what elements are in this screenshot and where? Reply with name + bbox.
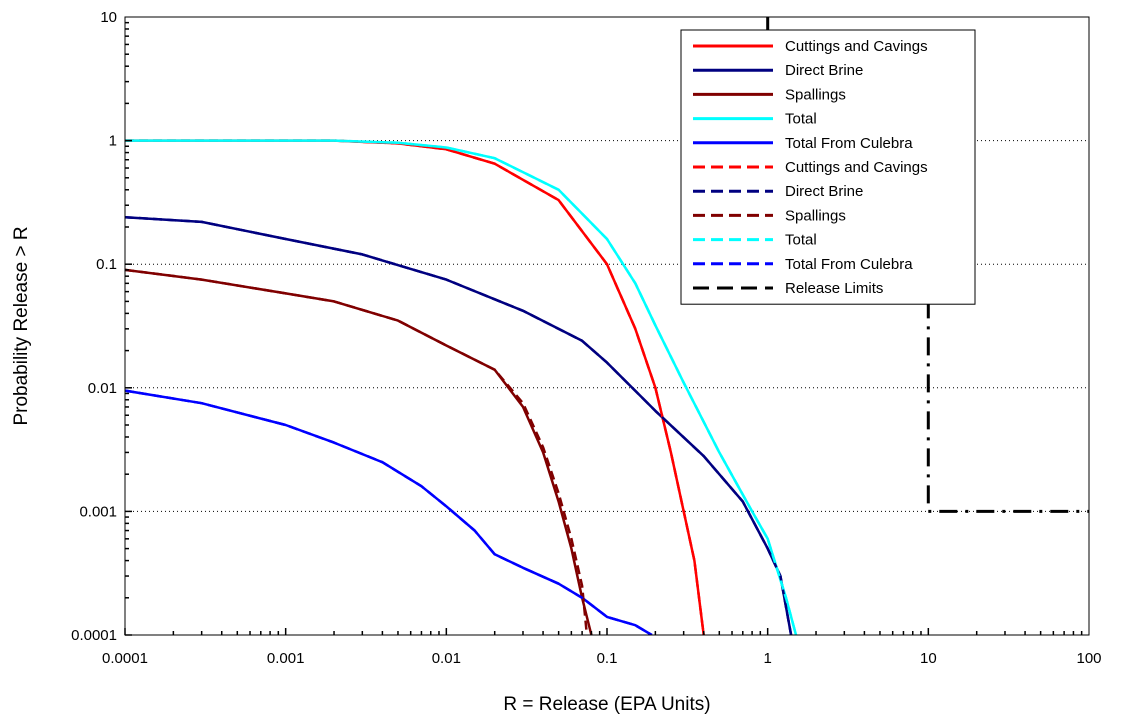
series-line-8 [125,268,589,635]
legend-label: Total From Culebra [785,135,913,152]
y-tick-label: 0.0001 [71,627,117,644]
legend-label: Cuttings and Cavings [785,159,928,176]
legend: Cuttings and Cavings Direct Brine Spalling… [680,29,976,305]
y-tick-label: 10 [100,9,117,26]
legend-label: Direct Brine [785,183,863,200]
x-tick-label: 0.0001 [102,650,148,667]
x-tick-label: 0.1 [597,650,618,667]
y-tick-label: 0.1 [96,256,117,273]
y-tick-label: 0.01 [88,380,117,397]
x-tick-label: 0.001 [267,650,305,667]
legend-label: Release Limits [785,280,883,297]
series-line-5 [125,389,653,635]
x-tick-label: 10 [920,650,937,667]
y-tick-label: 0.001 [79,503,117,520]
series-line-10 [125,389,653,635]
series-line-9 [125,139,798,635]
series-line-6 [125,139,705,635]
axis-ticks [124,21,1083,636]
legend-label: Total From Culebra [785,256,913,273]
series-line-7 [125,215,793,635]
y-tick-label: 1 [109,133,117,150]
legend-label: Spallings [785,207,846,224]
legend-label: Total [785,111,817,128]
legend-label: Spallings [785,86,846,103]
x-tick-labels: 0.0001 0.001 0.01 0.1 1 10 100 [102,650,1101,667]
series-lines [125,17,1089,635]
legend-label: Cuttings and Cavings [785,38,928,55]
x-tick-label: 1 [763,650,771,667]
y-tick-labels: 0.0001 0.001 0.01 0.1 1 10 [71,9,117,644]
y-axis-title: Probability Release > R [11,226,32,425]
series-line-1 [125,139,705,635]
x-axis-title: R = Release (EPA Units) [503,694,710,715]
x-tick-label: 100 [1076,650,1101,667]
x-tick-label: 0.01 [432,650,461,667]
legend-label: Total [785,232,817,249]
legend-label: Direct Brine [785,62,863,79]
